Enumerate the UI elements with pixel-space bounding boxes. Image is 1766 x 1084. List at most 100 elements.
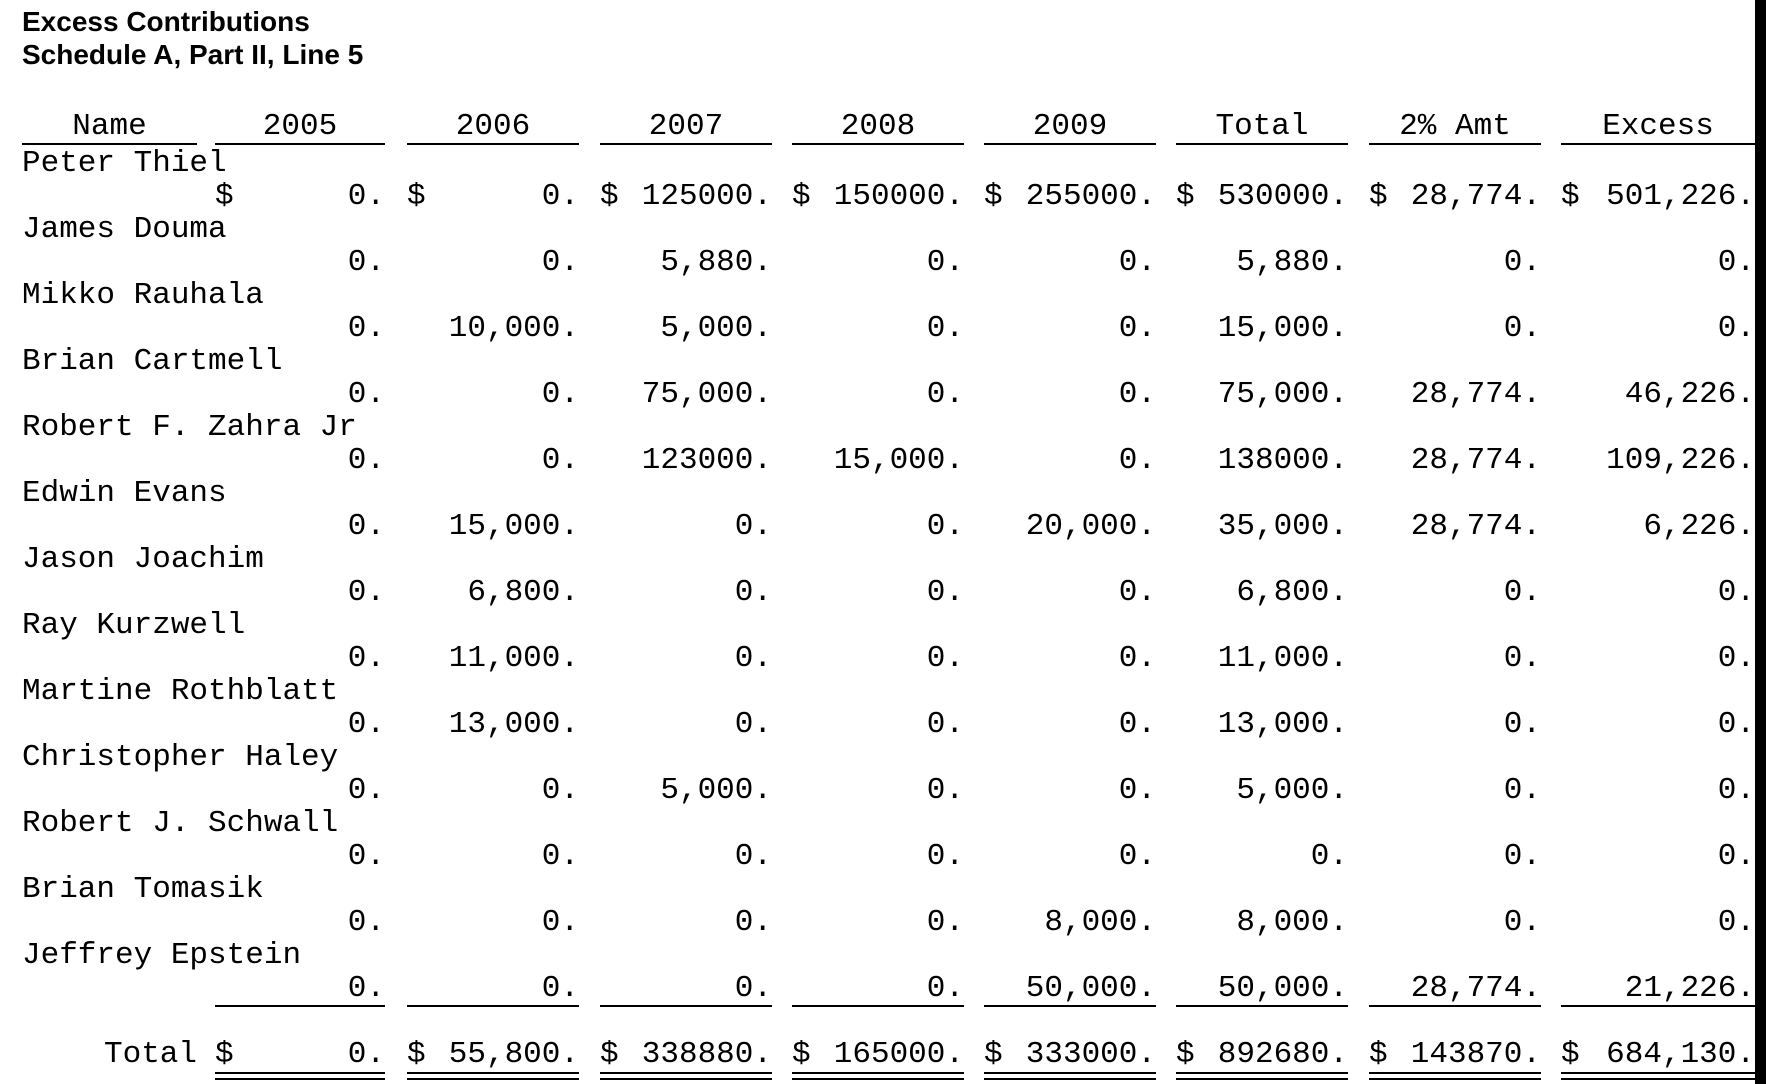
subtotal-underline (792, 1005, 964, 1007)
table-cell: 255000. (1025, 179, 1156, 214)
total-double-underline-bottom (792, 1078, 964, 1080)
total-double-underline-top (600, 1072, 772, 1074)
table-cell: 0. (734, 509, 772, 544)
total-double-underline-top (1176, 1072, 1348, 1074)
table-cell: 28,774. (1410, 971, 1541, 1006)
table-cell: 0. (347, 641, 385, 676)
total-double-underline-top (407, 1072, 579, 1074)
table-cell: 0. (1503, 311, 1541, 346)
column-header: 2007 (648, 109, 724, 144)
table-cell: 0. (347, 509, 385, 544)
table-cell: 15,000. (1217, 311, 1348, 346)
total-cell: 338880. (641, 1037, 772, 1072)
currency-symbol: $ (1369, 1037, 1388, 1072)
table-cell: 0. (541, 443, 579, 478)
total-double-underline-bottom (1561, 1078, 1755, 1080)
table-cell: 0. (1503, 773, 1541, 808)
table-cell: 75,000. (641, 377, 772, 412)
table-cell: 20,000. (1025, 509, 1156, 544)
table-cell: 21,226. (1624, 971, 1755, 1006)
table-cell: 0. (1717, 245, 1755, 280)
table-cell: 15,000. (833, 443, 964, 478)
table-cell: 46,226. (1624, 377, 1755, 412)
table-cell: 0. (541, 245, 579, 280)
header-underline-name (22, 143, 197, 145)
table-cell: 0. (1118, 773, 1156, 808)
table-cell: 6,800. (1236, 575, 1348, 610)
table-cell: 0. (1503, 839, 1541, 874)
row-name: Brian Tomasik (22, 872, 264, 907)
table-cell: 0. (347, 377, 385, 412)
table-cell: 0. (541, 905, 579, 940)
table-cell: 109,226. (1606, 443, 1755, 478)
currency-symbol: $ (215, 179, 234, 214)
total-double-underline-top (215, 1072, 385, 1074)
table-cell: 0. (347, 443, 385, 478)
table-cell: 530000. (1217, 179, 1348, 214)
table-cell: 11,000. (448, 641, 579, 676)
currency-symbol: $ (1561, 1037, 1580, 1072)
table-cell: 50,000. (1217, 971, 1348, 1006)
table-cell: 0. (1310, 839, 1348, 874)
table-cell: 0. (1118, 443, 1156, 478)
table-cell: 0. (1118, 377, 1156, 412)
column-header: Total (1215, 109, 1309, 144)
subtotal-underline (1369, 1005, 1541, 1007)
table-cell: 0. (1717, 707, 1755, 742)
currency-symbol: $ (1561, 179, 1580, 214)
table-cell: 6,226. (1643, 509, 1755, 544)
table-cell: 13,000. (1217, 707, 1348, 742)
table-cell: 0. (347, 179, 385, 214)
subtotal-underline (600, 1005, 772, 1007)
table-cell: 0. (926, 641, 964, 676)
currency-symbol: $ (407, 179, 426, 214)
table-cell: 0. (926, 905, 964, 940)
table-cell: 0. (1118, 245, 1156, 280)
row-name: Martine Rothblatt (22, 674, 339, 709)
table-cell: 5,880. (660, 245, 772, 280)
header-underline (1561, 143, 1755, 145)
total-double-underline-bottom (1369, 1078, 1541, 1080)
table-cell: 0. (734, 575, 772, 610)
header-underline (407, 143, 579, 145)
table-cell: 0. (734, 707, 772, 742)
header-underline (215, 143, 385, 145)
table-cell: 0. (347, 245, 385, 280)
column-header: Excess (1602, 109, 1714, 144)
page-title: Excess Contributions (22, 6, 310, 37)
total-double-underline-bottom (1176, 1078, 1348, 1080)
table-cell: 0. (347, 575, 385, 610)
table-cell: 5,000. (660, 311, 772, 346)
table-cell: 0. (347, 839, 385, 874)
currency-symbol: $ (792, 179, 811, 214)
row-name: James Douma (22, 212, 227, 247)
total-label: Total (103, 1037, 197, 1072)
table-cell: 0. (347, 311, 385, 346)
table-cell: 0. (1717, 641, 1755, 676)
table-cell: 0. (1503, 641, 1541, 676)
currency-symbol: $ (600, 179, 619, 214)
total-double-underline-top (792, 1072, 964, 1074)
table-cell: 8,000. (1044, 905, 1156, 940)
currency-symbol: $ (1176, 179, 1195, 214)
row-name: Jeffrey Epstein (22, 938, 302, 973)
currency-symbol: $ (1176, 1037, 1195, 1072)
table-cell: 0. (926, 839, 964, 874)
total-cell: 333000. (1025, 1037, 1156, 1072)
table-cell: 0. (926, 707, 964, 742)
currency-symbol: $ (215, 1037, 234, 1072)
table-cell: 0. (1717, 839, 1755, 874)
table-cell: 0. (347, 971, 385, 1006)
subtotal-underline (984, 1005, 1156, 1007)
table-cell: 0. (1118, 575, 1156, 610)
total-double-underline-bottom (407, 1078, 579, 1080)
row-name: Edwin Evans (22, 476, 227, 511)
table-cell: 75,000. (1217, 377, 1348, 412)
row-name: Robert F. Zahra Jr (22, 410, 357, 445)
table-cell: 0. (1717, 575, 1755, 610)
column-header: 2009 (1032, 109, 1108, 144)
table-cell: 0. (541, 839, 579, 874)
table-cell: 6,800. (467, 575, 579, 610)
currency-symbol: $ (984, 179, 1003, 214)
row-name: Jason Joachim (22, 542, 264, 577)
